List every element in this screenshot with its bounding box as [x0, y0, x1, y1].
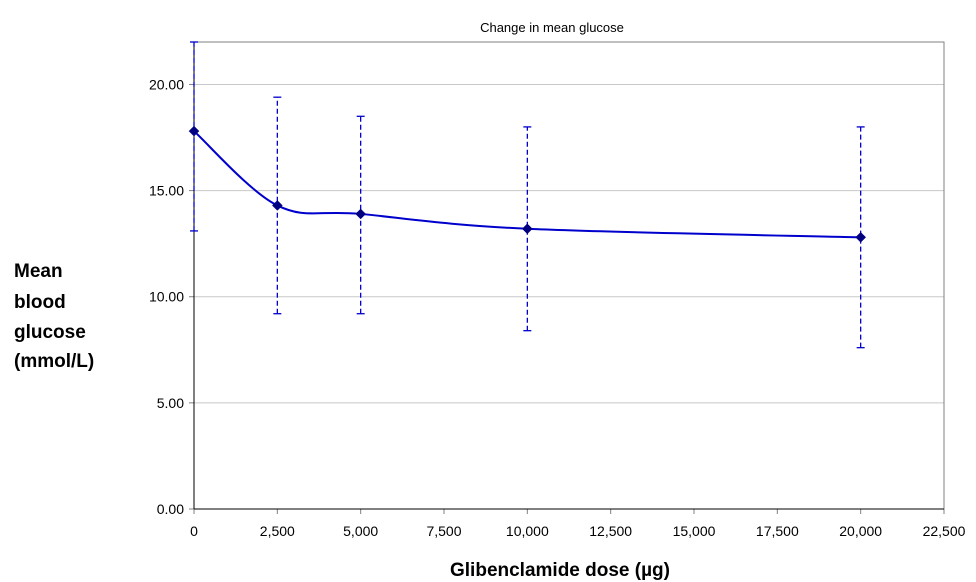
- x-tick-label: 17,500: [756, 523, 799, 539]
- data-point-marker: [271, 200, 283, 211]
- y-tick-label: 15.00: [149, 183, 184, 199]
- y-tick-label: 0.00: [157, 501, 184, 517]
- y-axis-title-line-2: blood: [14, 292, 66, 313]
- data-point-marker: [188, 125, 200, 137]
- x-tick-label: 5,000: [343, 523, 378, 539]
- plot-area-border: [193, 41, 945, 510]
- gridlines: [194, 83, 944, 404]
- x-tick-label: 7,500: [426, 523, 461, 539]
- y-tick-label: 5.00: [157, 395, 184, 411]
- y-axis-title-line-1: Mean: [14, 261, 63, 282]
- x-tick-label: 10,000: [506, 523, 549, 539]
- data-point-marker: [355, 208, 367, 220]
- x-tick-label: 20,000: [839, 523, 882, 539]
- x-tick-label: 2,500: [260, 523, 295, 539]
- y-axis-title-line-3: glucose: [14, 322, 86, 343]
- data-point-marker: [855, 231, 867, 243]
- x-tick-label: 12,500: [589, 523, 632, 539]
- x-tick-label: 22,500: [923, 523, 966, 539]
- x-tick-label: 0: [190, 523, 198, 539]
- x-axis-title: Glibenclamide dose (µg): [450, 560, 670, 581]
- y-axis-title-line-4: (mmol/L): [14, 351, 94, 372]
- data-point-marker: [521, 223, 533, 235]
- chart-title: Change in mean glucose: [480, 20, 624, 35]
- y-axis-title: Mean blood glucose (mmol/L): [14, 261, 94, 372]
- series-lines: [193, 130, 861, 239]
- x-tick-labels: 0 2,500 5,000 7,500 10,000 12,500 15,000 17,500…: [190, 523, 966, 539]
- y-tick-label: 20.00: [149, 76, 184, 92]
- data-points: [188, 125, 867, 243]
- x-tick-label: 15,000: [673, 523, 716, 539]
- series-line: [193, 130, 861, 239]
- error-bars: [190, 41, 865, 349]
- y-tick-labels: 0.00 5.00 10.00 15.00 20.00: [149, 76, 184, 517]
- axes: [189, 41, 945, 514]
- y-tick-label: 10.00: [149, 289, 184, 305]
